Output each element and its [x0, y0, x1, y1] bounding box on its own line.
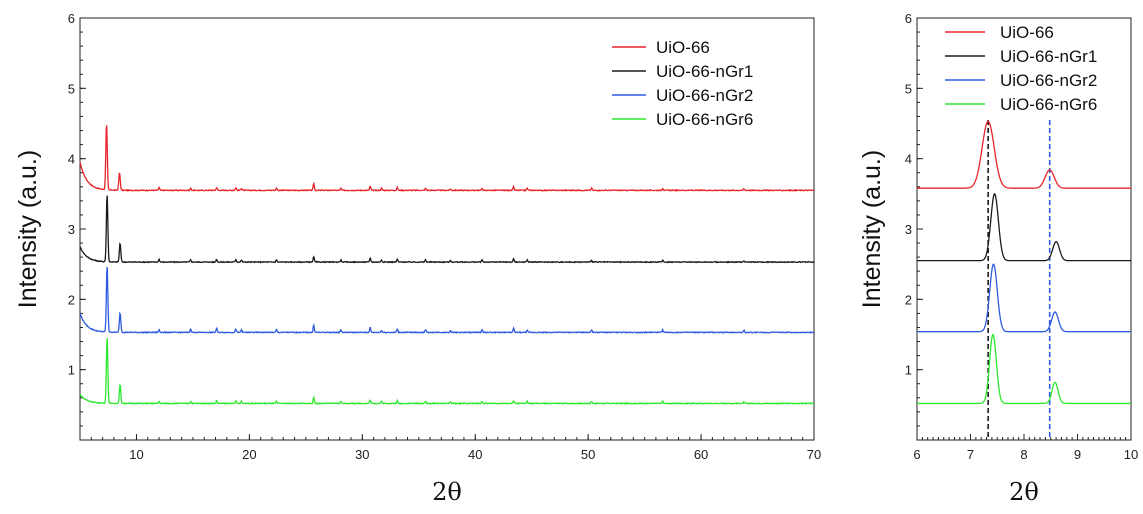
- x-axis-label: 2θ: [432, 478, 462, 506]
- x-tick-label: 20: [242, 447, 256, 462]
- legend-label-3: UiO-66-nGr2: [656, 86, 753, 105]
- series-line-4: [917, 333, 1131, 405]
- y-tick-label: 4: [905, 152, 912, 167]
- y-tick-label: 5: [68, 81, 75, 96]
- series-line-2: [917, 193, 1131, 262]
- y-tick-label: 2: [68, 292, 75, 307]
- series-line-3: [79, 266, 815, 334]
- x-tick-label: 7: [967, 447, 974, 462]
- x-tick-label: 10: [1124, 447, 1138, 462]
- y-axis-label: Intensity (a.u.): [858, 150, 886, 308]
- legend-label-4: UiO-66-nGr6: [656, 110, 753, 129]
- x-tick-label: 60: [694, 447, 708, 462]
- legend-label-2: UiO-66-nGr1: [656, 62, 753, 81]
- y-tick-label: 1: [68, 363, 75, 378]
- x-tick-label: 40: [468, 447, 482, 462]
- y-tick-label: 3: [68, 222, 75, 237]
- legend-label-1: UiO-66: [1000, 23, 1054, 42]
- y-tick-label: 6: [905, 11, 912, 26]
- x-tick-label: 6: [913, 447, 920, 462]
- legend-label-2: UiO-66-nGr1: [1000, 47, 1097, 66]
- chart-panel-1: 1 2 3 4 5 6 10 20 30 40 50 60 70 Intensity (a.u.) 2θ Ui…: [14, 11, 821, 506]
- x-tick-label: 8: [1020, 447, 1027, 462]
- plot-frame: [79, 17, 815, 441]
- x-tick-label: 50: [581, 447, 595, 462]
- legend-label-1: UiO-66: [656, 38, 710, 57]
- legend-label-4: UiO-66-nGr6: [1000, 95, 1097, 114]
- series-line-4: [79, 337, 815, 406]
- y-axis-label: Intensity (a.u.): [14, 150, 42, 308]
- y-tick-label: 4: [68, 152, 75, 167]
- x-axis-label: 2θ: [1009, 478, 1039, 506]
- x-tick-label: 30: [355, 447, 369, 462]
- chart-panel-2: 1 2 3 4 5 6 6 7 8 9 10 Intensity (a.u.) 2θ UiO-66 UiO-…: [858, 11, 1138, 506]
- x-tick-label: 9: [1074, 447, 1081, 462]
- y-tick-label: 3: [905, 222, 912, 237]
- y-tick-label: 5: [905, 81, 912, 96]
- legend-label-3: UiO-66-nGr2: [1000, 71, 1097, 90]
- x-tick-label: 70: [807, 447, 821, 462]
- series-line-1: [79, 125, 815, 192]
- series-line-2: [79, 195, 815, 264]
- x-tick-label: 10: [129, 447, 143, 462]
- y-tick-label: 2: [905, 292, 912, 307]
- y-tick-label: 1: [905, 363, 912, 378]
- series-line-1: [917, 120, 1131, 189]
- y-tick-label: 6: [68, 11, 75, 26]
- series-line-3: [917, 263, 1131, 333]
